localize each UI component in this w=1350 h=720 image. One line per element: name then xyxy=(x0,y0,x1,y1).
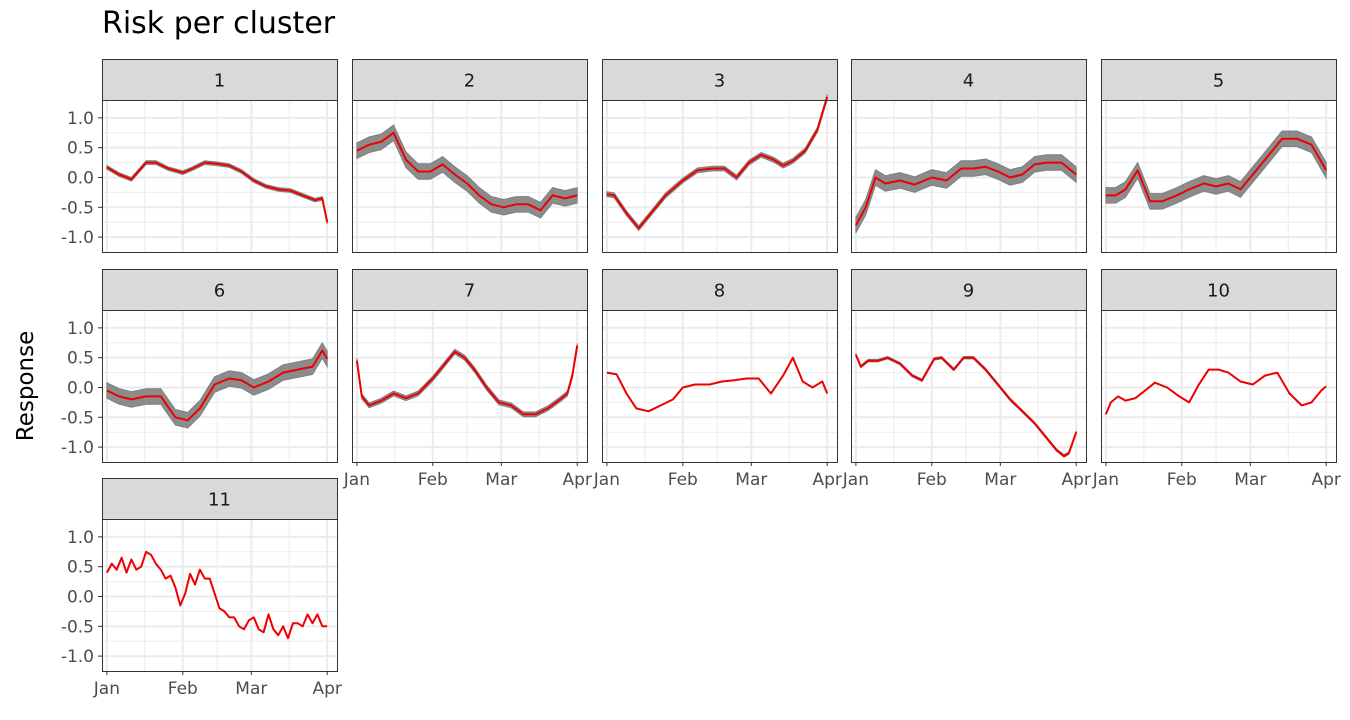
x-tick-label: Apr xyxy=(312,679,341,699)
facet-strip-label: 9 xyxy=(963,281,974,302)
facet-panel: 11 1.0 0.5 0.0 -0.5 -1.0 Jan Feb Mar Apr xyxy=(61,478,342,699)
x-tick-label: Feb xyxy=(418,470,448,490)
x-tick-label: Mar xyxy=(485,470,517,490)
y-tick-label: -0.5 xyxy=(61,198,94,218)
y-tick-label: 0.5 xyxy=(67,558,94,578)
series-line xyxy=(854,354,1078,457)
panel-border xyxy=(102,519,338,672)
y-tick-label: 1.0 xyxy=(67,109,94,129)
facet-strip-label: 11 xyxy=(208,490,231,511)
panel-border xyxy=(102,100,338,253)
facet-strip-label: 5 xyxy=(1213,71,1224,92)
series-line xyxy=(1105,137,1328,203)
x-tick-label: Jan xyxy=(593,470,620,490)
y-tick-label: -1.0 xyxy=(61,647,94,667)
series-band xyxy=(106,160,328,225)
facet-panel: 9 Jan Feb Mar Apr xyxy=(842,269,1091,490)
y-tick-label: -1.0 xyxy=(61,228,94,248)
x-tick-label: Jan xyxy=(1092,470,1119,490)
x-tick-label: Feb xyxy=(668,470,698,490)
facet-panel: 1 1.0 0.5 0.0 -0.5 -1.0 xyxy=(61,59,338,253)
series-line xyxy=(1104,368,1327,415)
facet-strip xyxy=(851,59,1087,101)
x-tick-label: Mar xyxy=(984,470,1016,490)
x-tick-label: Apr xyxy=(812,470,841,490)
facet-panel: 7 Jan Feb Mar Apr xyxy=(343,269,592,490)
y-tick-label: 0.0 xyxy=(67,587,94,607)
x-tick-label: Apr xyxy=(562,470,591,490)
panel-border xyxy=(851,100,1087,253)
series-band xyxy=(1105,130,1327,210)
y-tick-label: 0.0 xyxy=(67,168,94,188)
x-tick-label: Jan xyxy=(842,470,869,490)
y-tick-label: -1.0 xyxy=(61,438,94,458)
series-line xyxy=(106,161,329,223)
series-line xyxy=(606,356,829,413)
series-band xyxy=(106,341,328,429)
facet-panel: 3 xyxy=(602,59,838,253)
series-line xyxy=(106,550,328,640)
panel-border xyxy=(1101,100,1337,253)
facet-strip xyxy=(102,59,338,101)
x-tick-label: Jan xyxy=(343,470,370,490)
facet-strip-label: 2 xyxy=(464,71,475,92)
series-line xyxy=(855,161,1077,226)
facet-strip xyxy=(602,59,838,101)
y-tick-label: 1.0 xyxy=(67,319,94,339)
y-tick-label: -0.5 xyxy=(61,617,94,637)
facet-panel: 6 1.0 0.5 0.0 -0.5 -1.0 xyxy=(61,269,338,463)
panel-border xyxy=(851,310,1087,463)
facet-panel: 2 xyxy=(352,59,588,253)
facet-strip xyxy=(851,269,1087,311)
series-line xyxy=(106,349,329,422)
panel-border xyxy=(102,310,338,463)
y-tick-label: -0.5 xyxy=(61,408,94,428)
facet-strip xyxy=(102,269,338,311)
facet-strip-label: 10 xyxy=(1207,281,1230,302)
facet-panel: 4 xyxy=(851,59,1087,253)
y-tick-label: 0.5 xyxy=(67,349,94,369)
series-line xyxy=(356,131,578,212)
facet-panel: 10 Jan Feb Mar Apr xyxy=(1092,269,1341,490)
x-tick-label: Feb xyxy=(1167,470,1197,490)
facet-strip-label: 8 xyxy=(714,281,725,302)
facet-panel: 5 xyxy=(1101,59,1337,253)
x-tick-label: Apr xyxy=(1311,470,1340,490)
x-tick-label: Mar xyxy=(735,470,767,490)
x-tick-label: Apr xyxy=(1061,470,1090,490)
y-tick-label: 0.0 xyxy=(67,378,94,398)
series-line xyxy=(355,345,579,416)
facet-strip-label: 7 xyxy=(464,281,475,302)
facet-strip-label: 4 xyxy=(963,71,974,92)
x-tick-label: Feb xyxy=(917,470,947,490)
panel-border xyxy=(352,310,588,463)
facet-strip-label: 3 xyxy=(714,71,725,92)
x-tick-label: Mar xyxy=(1234,470,1266,490)
facet-strip xyxy=(352,269,588,311)
x-tick-label: Feb xyxy=(168,679,198,699)
panel-border xyxy=(1101,310,1337,463)
series-band xyxy=(356,124,578,219)
y-tick-label: 0.5 xyxy=(67,139,94,159)
chart-title: Risk per cluster xyxy=(102,6,336,41)
panel-border xyxy=(352,100,588,253)
facet-panel: 8 Jan Feb Mar Apr xyxy=(593,269,842,490)
facet-strip xyxy=(602,269,838,311)
facet-strip-label: 1 xyxy=(214,71,225,92)
series-line xyxy=(606,96,829,230)
x-tick-label: Jan xyxy=(93,679,120,699)
panel-border xyxy=(602,310,838,463)
x-tick-label: Mar xyxy=(235,679,267,699)
y-tick-label: 1.0 xyxy=(67,528,94,548)
panel-border xyxy=(602,100,838,253)
facet-strip-label: 6 xyxy=(214,281,225,302)
